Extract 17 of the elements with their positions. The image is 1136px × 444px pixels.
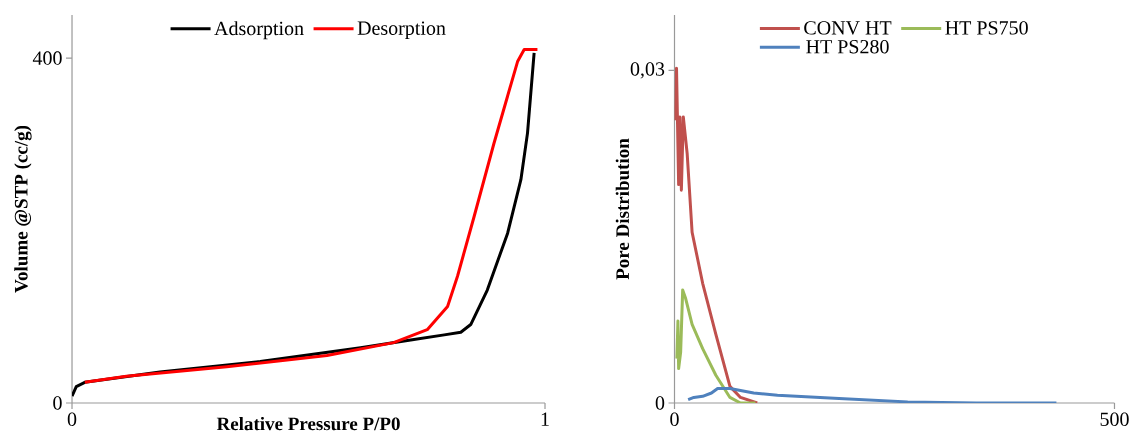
y-axis-title: Volume @STP (cc/g) (14, 125, 32, 293)
line-series (675, 288, 757, 403)
legend-label: Desorption (357, 21, 446, 39)
x-axis-title: Relative Pressure P/P0 (216, 416, 400, 431)
y-axis-title: Pore Distribution (615, 138, 630, 280)
line-series (674, 66, 759, 403)
y-tick-label: 400 (32, 51, 62, 65)
x-tick-label: 0 (670, 412, 679, 427)
x-tick-label: 0 (67, 412, 77, 427)
legend-label: CONV HT (804, 21, 892, 35)
legend-label: Adsorption (214, 21, 304, 40)
legend-label: HT PS750 (945, 21, 1028, 35)
legend-label: HT PS280 (806, 39, 889, 54)
x-tick-label: 500 (1100, 412, 1129, 427)
line-series (686, 387, 1058, 403)
y-tick-label: 0,03 (630, 62, 665, 79)
x-tick-label: 1 (541, 412, 549, 426)
